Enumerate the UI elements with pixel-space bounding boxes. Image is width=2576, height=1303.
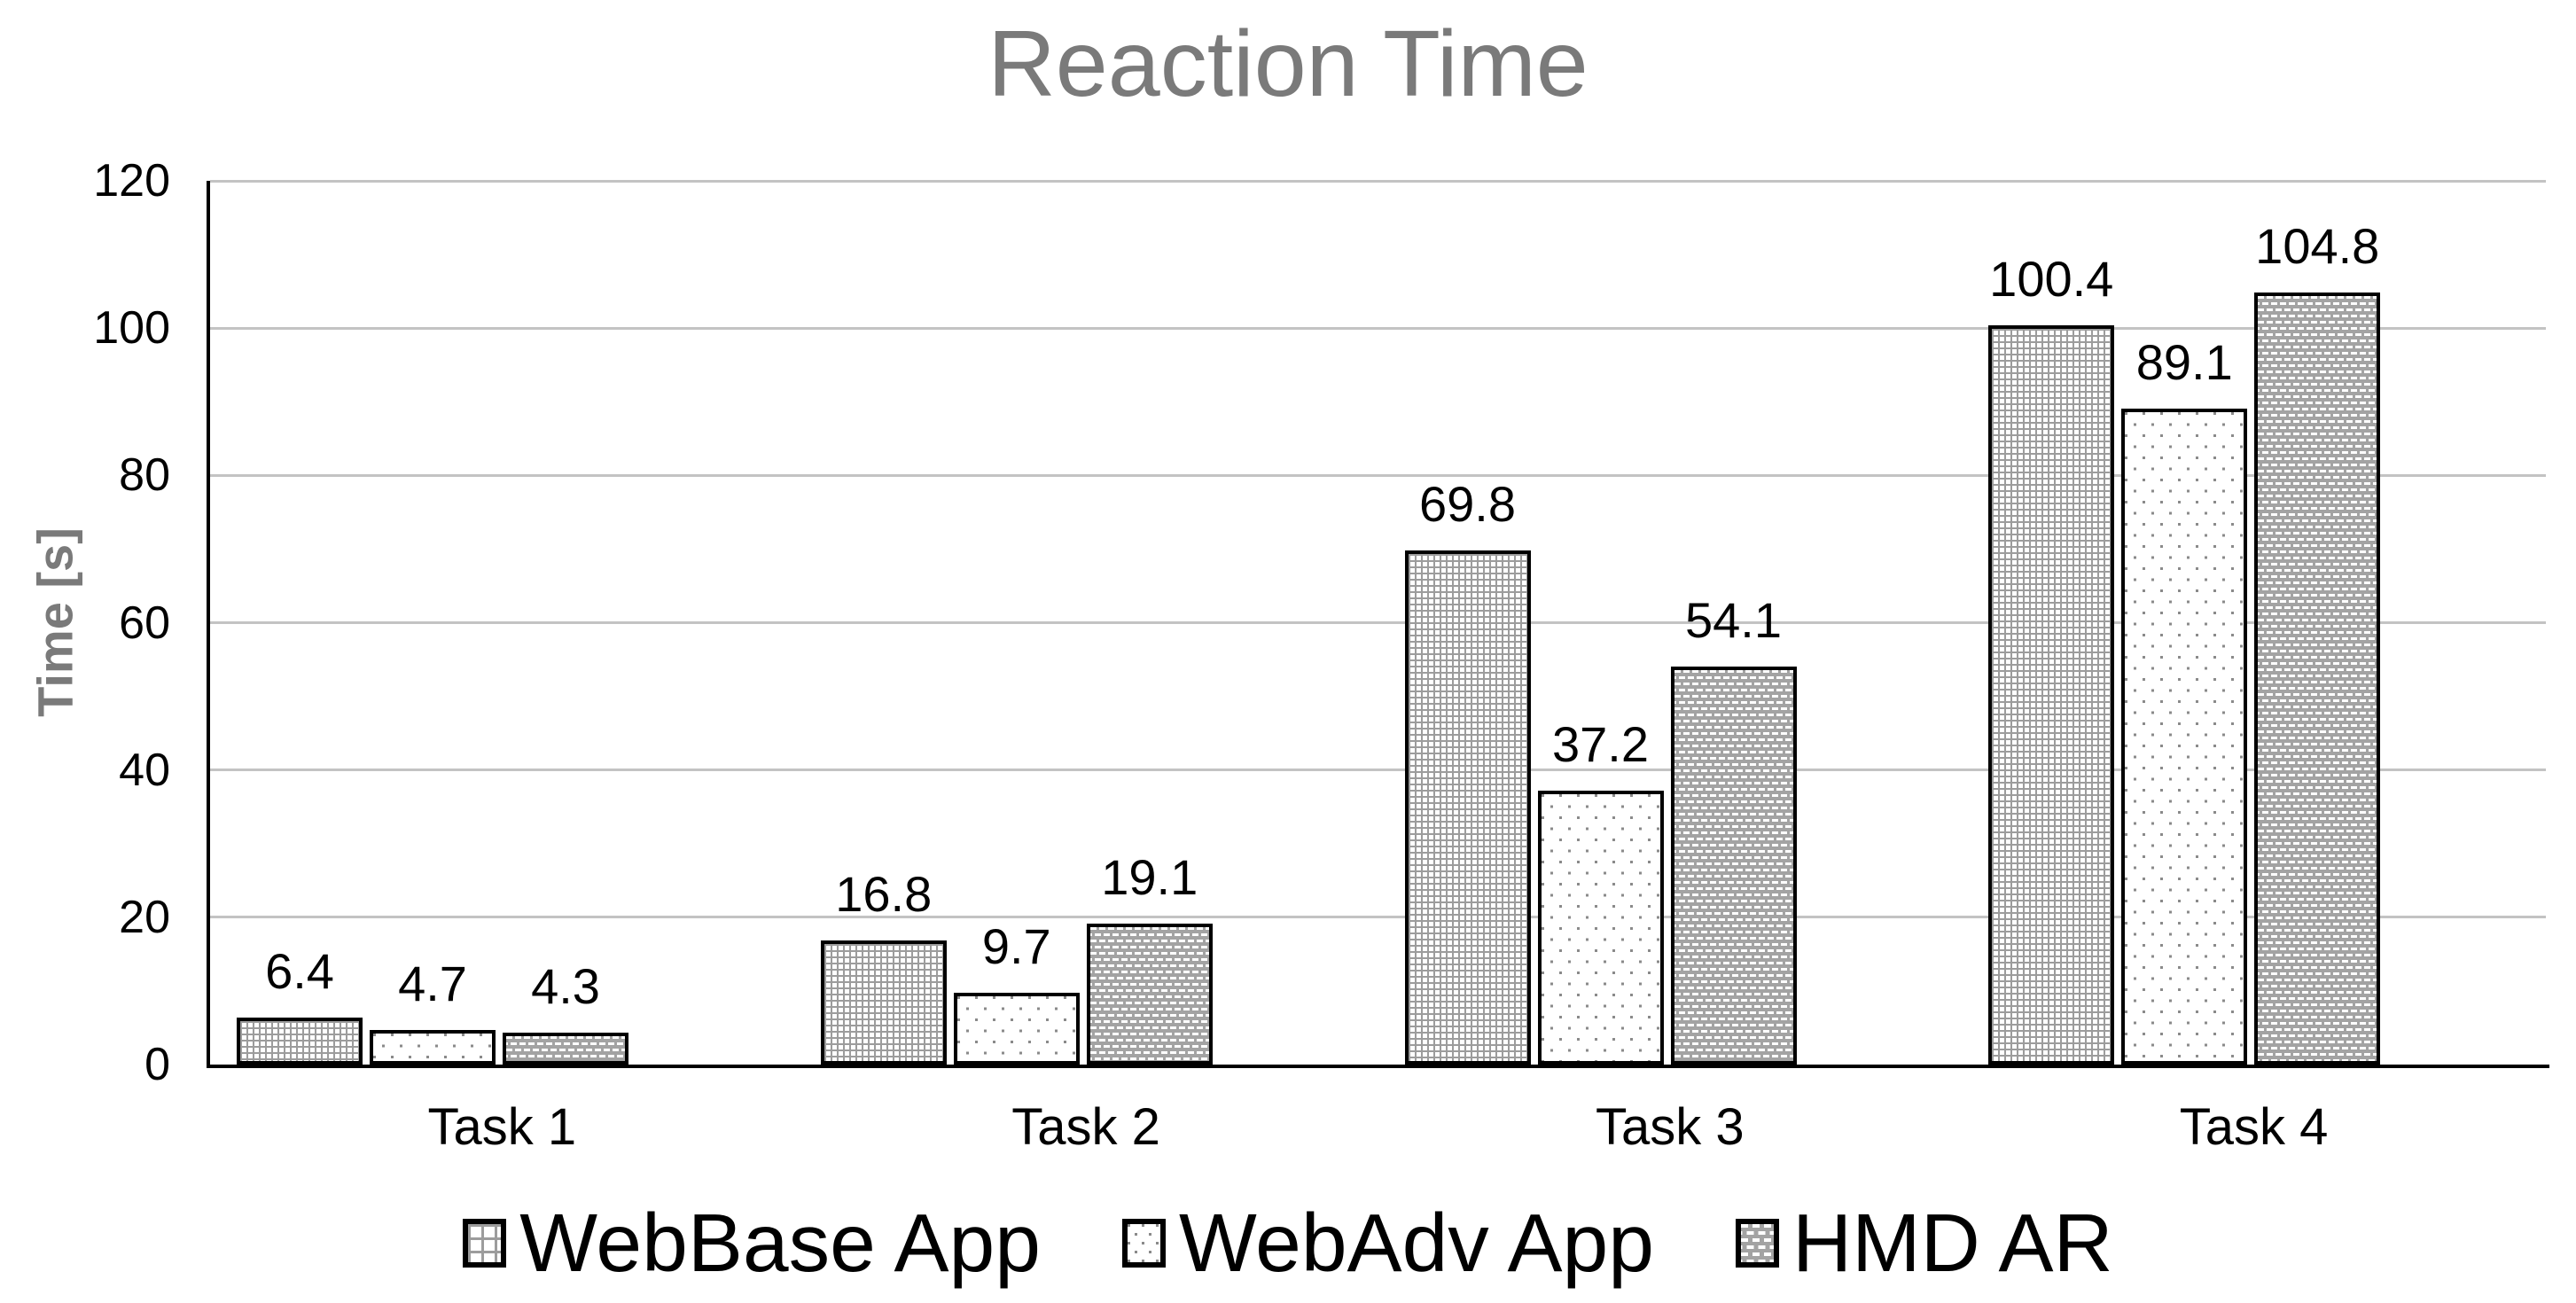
bar-webadv-app-task-3: [1537, 790, 1664, 1065]
bar-group-task-3: 69.8 37.2 54.1: [1378, 181, 1963, 1065]
bar-column-hmd-ar-task-3: 54.1: [1670, 591, 1797, 1065]
bar-value-label-hmd-ar-task-2: 19.1: [1101, 849, 1198, 906]
y-tick-label-40: 40: [119, 744, 170, 796]
bar-column-hmd-ar-task-2: 19.1: [1086, 849, 1213, 1065]
bar-hmd-ar-task-2: [1086, 924, 1213, 1065]
y-tick-label-0: 0: [144, 1039, 170, 1090]
bar-hmd-ar-task-1: [503, 1033, 628, 1065]
x-axis-category-label-task-1: Task 1: [427, 1098, 577, 1156]
bar-group-task-2: 16.8 9.7 19.1: [794, 181, 1378, 1065]
bar-value-label-hmd-ar-task-4: 104.8: [2255, 218, 2380, 275]
bar-value-label-hmd-ar-task-1: 4.3: [531, 958, 600, 1015]
x-axis-line: [207, 1065, 2549, 1068]
x-axis-category-label-task-2: Task 2: [1011, 1098, 1160, 1156]
x-axis-labels: Task 1 Task 2 Task 3 Task 4: [210, 1102, 2546, 1153]
bar-group-task-4: 100.4 89.1 104.8: [1962, 181, 2546, 1065]
bar-webadv-app-task-2: [953, 993, 1080, 1065]
gridline-100: [210, 326, 2546, 330]
legend-swatch-webadv-app: [1122, 1219, 1166, 1268]
bar-column-webadv-app-task-4: 89.1: [2121, 333, 2248, 1065]
legend-label-webbase-app: WebBase App: [519, 1197, 1041, 1289]
bar-column-webadv-app-task-1: 4.7: [370, 959, 496, 1065]
legend-swatch-webbase-app: [463, 1219, 507, 1268]
legend-item-webbase-app: WebBase App: [463, 1202, 1041, 1284]
bar-column-webbase-app-task-2: 16.8: [820, 866, 947, 1065]
gridline-20: [210, 916, 2546, 919]
bar-value-label-webbase-app-task-1: 6.4: [265, 942, 334, 999]
bar-webbase-app-task-4: [1988, 324, 2115, 1065]
gridline-120: [210, 179, 2546, 183]
bar-column-hmd-ar-task-4: 104.8: [2254, 218, 2381, 1065]
bar-value-label-webbase-app-task-4: 100.4: [1989, 250, 2114, 307]
bar-group-task-1: 6.4 4.7 4.3: [210, 181, 794, 1065]
bar-webadv-app-task-1: [370, 1030, 496, 1065]
gridline-40: [210, 769, 2546, 772]
legend-swatch-hmd-ar: [1735, 1219, 1779, 1268]
legend-label-hmd-ar: HMD AR: [1791, 1197, 2113, 1289]
bar-column-webbase-app-task-3: 69.8: [1404, 476, 1531, 1065]
bar-column-webbase-app-task-1: 6.4: [237, 942, 363, 1065]
legend-label-webadv-app: WebAdv App: [1179, 1197, 1654, 1289]
chart-title: Reaction Time: [987, 12, 1589, 116]
bar-column-hmd-ar-task-1: 4.3: [503, 962, 628, 1065]
y-tick-label-100: 100: [93, 302, 170, 355]
y-axis-line: [207, 181, 210, 1068]
bar-value-label-webadv-app-task-2: 9.7: [981, 918, 1051, 975]
bar-column-webbase-app-task-4: 100.4: [1988, 250, 2115, 1065]
gridline-60: [210, 621, 2546, 624]
bar-webbase-app-task-3: [1404, 550, 1531, 1065]
y-tick-label-20: 20: [119, 891, 170, 943]
y-tick-label-120: 120: [93, 155, 170, 207]
bar-webbase-app-task-1: [237, 1017, 363, 1065]
legend-item-webadv-app: WebAdv App: [1122, 1202, 1654, 1284]
bar-column-webadv-app-task-3: 37.2: [1537, 715, 1664, 1065]
bar-value-label-webadv-app-task-4: 89.1: [2135, 333, 2233, 390]
y-tick-label-80: 80: [119, 449, 170, 502]
legend: WebBase App WebAdv App HMD AR: [0, 1202, 2576, 1284]
bar-webadv-app-task-4: [2121, 408, 2248, 1065]
y-tick-label-60: 60: [119, 597, 170, 649]
bar-value-label-webadv-app-task-1: 4.7: [398, 956, 467, 1011]
bar-value-label-webadv-app-task-3: 37.2: [1552, 715, 1649, 772]
gridline-80: [210, 473, 2546, 477]
x-axis-category-label-task-3: Task 3: [1596, 1098, 1745, 1156]
bar-hmd-ar-task-4: [2254, 293, 2381, 1065]
bar-value-label-hmd-ar-task-3: 54.1: [1685, 591, 1782, 648]
bar-value-label-webbase-app-task-2: 16.8: [835, 866, 933, 923]
x-axis-category-label-task-4: Task 4: [2179, 1098, 2329, 1156]
bar-hmd-ar-task-3: [1670, 666, 1797, 1065]
bar-column-webadv-app-task-2: 9.7: [953, 918, 1080, 1065]
bar-webbase-app-task-2: [820, 940, 947, 1065]
legend-item-hmd-ar: HMD AR: [1735, 1197, 2113, 1289]
plot-groups: 6.4 4.7 4.3 16.8 9.7 19.1 69.8 37.2 54.1 100.4 89.…: [210, 181, 2546, 1065]
bar-value-label-webbase-app-task-3: 69.8: [1419, 476, 1516, 533]
